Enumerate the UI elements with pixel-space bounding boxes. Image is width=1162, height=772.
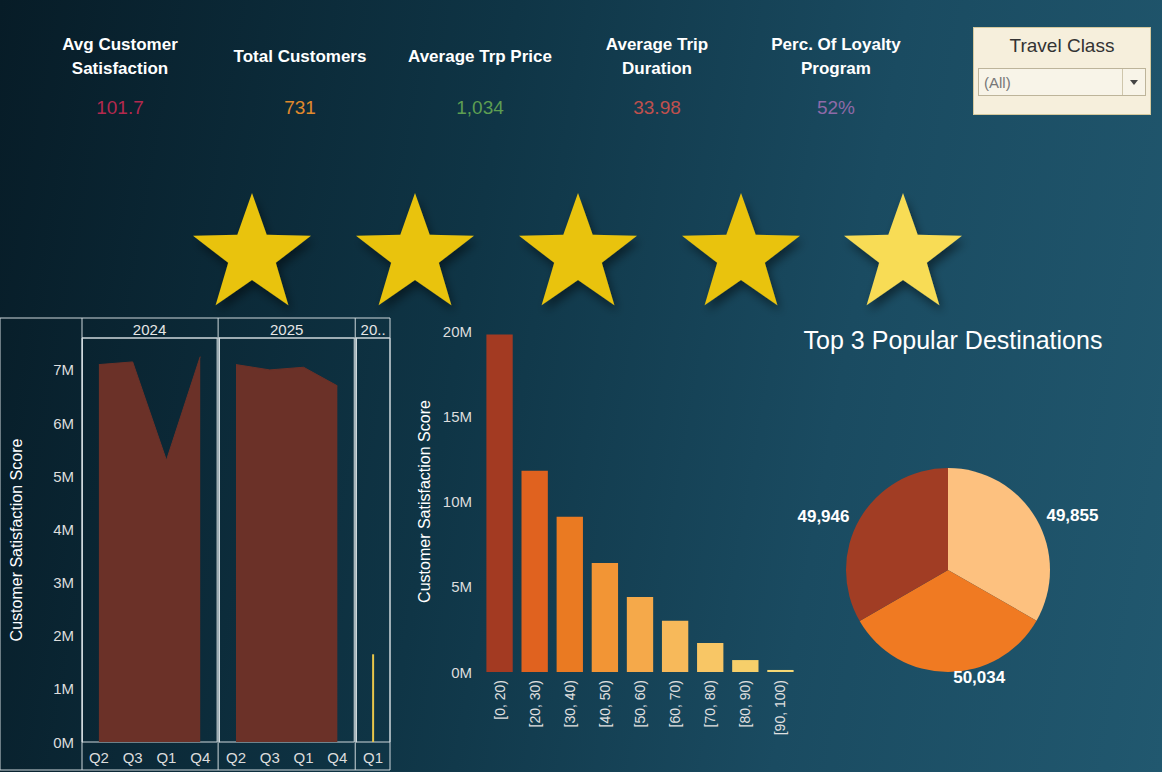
svg-text:Q1: Q1 [156,749,176,766]
svg-text:Q1: Q1 [363,749,383,766]
svg-text:[80, 90): [80, 90) [737,680,753,727]
svg-text:[20, 30): [20, 30) [527,680,543,727]
svg-text:Q4: Q4 [190,749,210,766]
svg-text:0M: 0M [451,664,472,681]
svg-text:6M: 6M [53,415,74,432]
svg-text:7M: 7M [53,361,74,378]
html-text:1,034: 1,034 [456,97,504,118]
svg-text:Customer Satisfaction Score: Customer Satisfaction Score [8,439,25,642]
svg-text:[70, 80): [70, 80) [702,680,718,727]
svg-text:5M: 5M [451,578,472,595]
html-text:52%: 52% [817,97,855,118]
svg-text:Top 3 Popular Destinations: Top 3 Popular Destinations [804,326,1103,354]
svg-text:2024: 2024 [133,321,166,338]
svg-text:5M: 5M [53,468,74,485]
html-text:Average Trp Price: Average Trp Price [408,47,552,66]
svg-text:10M: 10M [443,493,472,510]
svg-text:Q3: Q3 [123,749,143,766]
html-text:731: 731 [284,97,316,118]
html-text:Total Customers: Total Customers [233,47,367,66]
svg-text:49,946: 49,946 [797,507,849,526]
svg-text:[50, 60): [50, 60) [632,680,648,727]
svg-text:[30, 40): [30, 40) [562,680,578,727]
html-text:(All): (All) [984,74,1011,91]
svg-text:0M: 0M [53,734,74,751]
svg-text:[0, 20): [0, 20) [492,680,508,720]
svg-text:1M: 1M [53,680,74,697]
svg-text:15M: 15M [443,408,472,425]
html-text:Average Trip Duration: Average Trip Duration [605,35,709,78]
svg-text:2025: 2025 [270,321,303,338]
svg-text:Q4: Q4 [327,749,347,766]
svg-text:20..: 20.. [361,321,386,338]
svg-text:[90, 100): [90, 100) [772,680,788,735]
html-text:Avg Customer Satisfaction: Avg Customer Satisfaction [62,35,178,78]
svg-text:4M: 4M [53,521,74,538]
svg-text:3M: 3M [53,574,74,591]
svg-text:Q3: Q3 [260,749,280,766]
svg-text:[60, 70): [60, 70) [667,680,683,727]
svg-text:Q2: Q2 [226,749,246,766]
svg-text:[40, 50): [40, 50) [597,680,613,727]
svg-text:49,855: 49,855 [1046,506,1098,525]
svg-text:Q2: Q2 [89,749,109,766]
svg-text:50,034: 50,034 [953,668,1006,687]
svg-text:20M: 20M [443,323,472,340]
html-text:101.7: 101.7 [96,97,144,118]
svg-text:Q1: Q1 [294,749,314,766]
html-text:33.98: 33.98 [633,97,681,118]
html-text:Travel Class: Travel Class [1009,35,1115,56]
svg-text:Customer Satisfaction Score: Customer Satisfaction Score [416,400,433,603]
svg-text:2M: 2M [53,627,74,644]
html-text:Perc. Of Loyalty Program: Perc. Of Loyalty Program [771,35,901,78]
